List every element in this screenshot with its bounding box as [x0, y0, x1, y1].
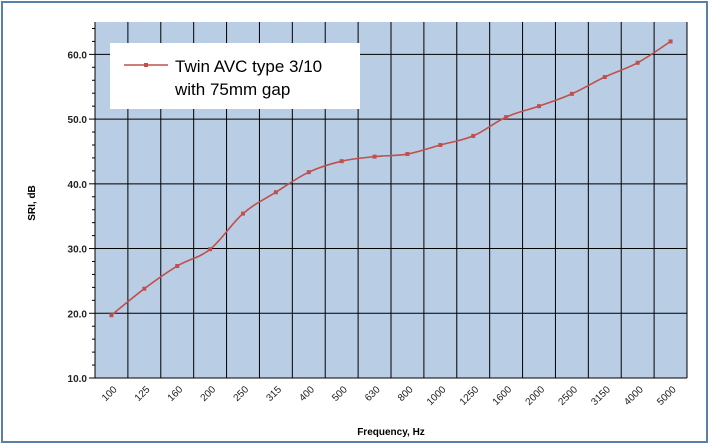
legend-label-line2: with 75mm gap: [174, 80, 290, 99]
y-tick-label: 30.0: [68, 245, 88, 256]
x-tick-label: 125: [133, 384, 153, 404]
data-point: [405, 152, 410, 157]
x-tick-label: 500: [330, 384, 350, 404]
data-point: [668, 39, 673, 44]
x-tick-label: 160: [166, 384, 186, 404]
x-tick-label: 100: [100, 384, 120, 404]
x-tick-label: 1250: [458, 384, 482, 408]
x-tick-label: 630: [363, 384, 383, 404]
x-tick-label: 1600: [491, 384, 515, 408]
data-point: [504, 115, 509, 120]
x-tick-label: 400: [297, 384, 317, 404]
x-tick-label: 200: [199, 384, 219, 404]
y-tick-label: 60.0: [68, 50, 88, 61]
data-point: [175, 264, 180, 269]
legend: Twin AVC type 3/10 with 75mm gap: [110, 43, 360, 109]
x-tick-label: 2500: [556, 384, 580, 408]
data-point: [537, 104, 541, 109]
data-point: [635, 60, 640, 65]
data-point: [273, 190, 278, 195]
data-point: [569, 91, 574, 96]
y-tick-label: 50.0: [68, 115, 88, 126]
x-axis-ticks: 100 125 160 200 250 315 400 500 630 800 1000 1250 16…: [100, 384, 679, 408]
x-tick-label: 5000: [655, 384, 679, 408]
x-tick-label: 1000: [425, 384, 449, 408]
data-point: [372, 154, 377, 159]
x-tick-label: 800: [396, 384, 416, 404]
x-tick-label: 3150: [589, 384, 613, 408]
y-tick-label: 40.0: [68, 180, 88, 191]
series-line: [110, 40, 671, 316]
data-point: [438, 142, 443, 147]
line-chart: 10.0 20.0 30.0 40.0 50.0 60.0 100 125 160 200 250…: [27, 22, 688, 438]
series-group: [109, 39, 673, 318]
y-axis-ticks: 10.0 20.0 30.0 40.0 50.0 60.0: [68, 50, 95, 385]
data-point: [241, 211, 245, 216]
y-tick-label: 20.0: [68, 309, 88, 320]
data-point: [471, 133, 476, 138]
x-tick-label: 4000: [622, 384, 646, 408]
y-axis-title: SRI, dB: [27, 185, 38, 221]
y-tick-label: 10.0: [68, 374, 88, 385]
x-tick-label: 250: [232, 384, 252, 404]
data-point: [602, 75, 607, 80]
legend-box: [110, 43, 360, 109]
data-point: [109, 313, 114, 318]
legend-marker-swatch: [144, 63, 148, 67]
data-point: [339, 159, 344, 164]
data-point: [142, 286, 147, 291]
legend-label-line1: Twin AVC type 3/10: [175, 57, 322, 76]
data-point: [306, 170, 311, 175]
x-axis-title: Frequency, Hz: [357, 427, 425, 438]
x-tick-label: 315: [264, 384, 284, 404]
x-tick-label: 2000: [524, 384, 548, 408]
data-point: [208, 247, 213, 252]
